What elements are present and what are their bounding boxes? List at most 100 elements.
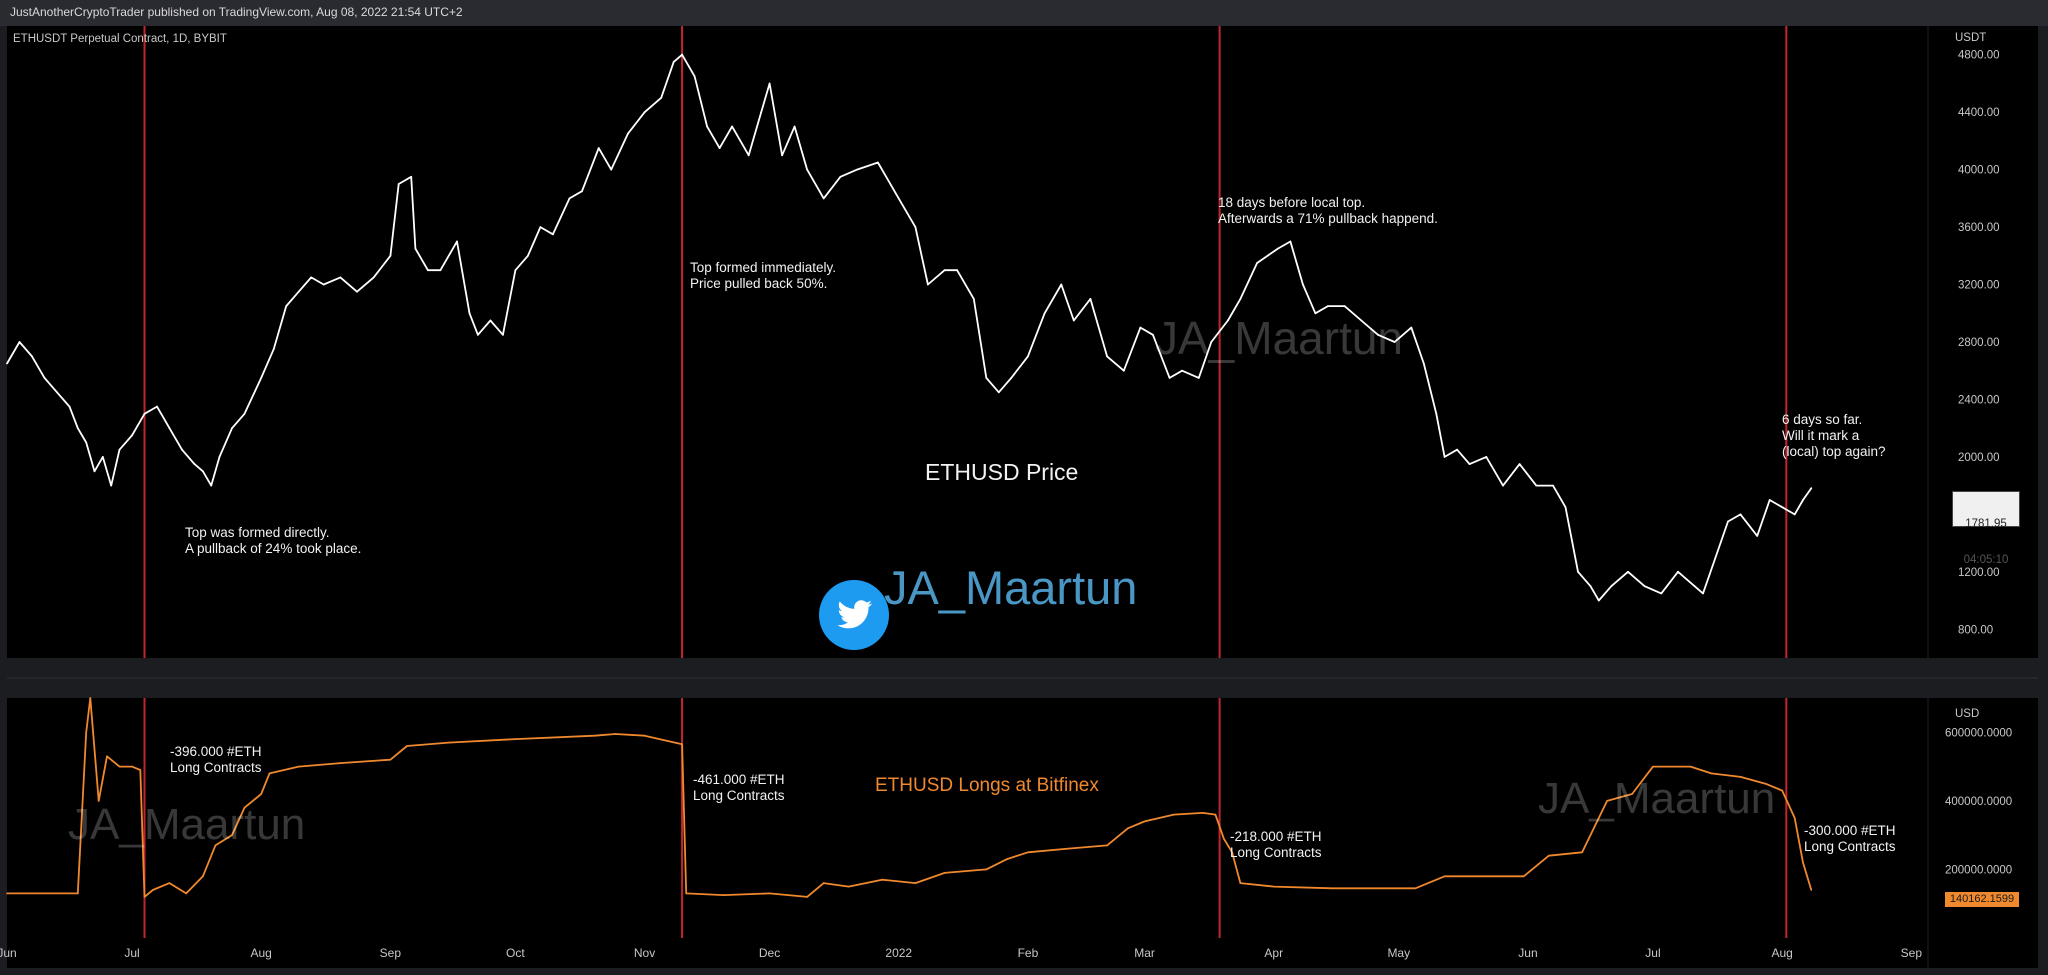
price-data-point <box>43 377 46 379</box>
longs-data-point <box>1531 868 1533 871</box>
longs-data-point <box>406 745 408 747</box>
longs-data-point <box>297 765 300 768</box>
x-tick-label: Oct <box>506 946 525 960</box>
longs-data-point <box>118 765 121 768</box>
price-data-point <box>1239 298 1242 300</box>
x-tick-label: Aug <box>1771 946 1792 960</box>
price-data-point <box>839 175 842 178</box>
longs-data-point <box>1027 851 1029 854</box>
x-tick-label: Jul <box>124 946 139 960</box>
longs-data-point <box>1631 793 1633 795</box>
longs-pane-bg <box>7 698 2038 938</box>
price-data-point <box>456 240 458 243</box>
price-data-point <box>218 456 221 458</box>
price-data-point <box>718 147 721 149</box>
longs-watermark-left: JA_Maartun <box>68 800 306 849</box>
longs-data-point <box>339 762 342 764</box>
longs-data-point <box>447 741 450 744</box>
price-data-point <box>1168 377 1171 379</box>
x-tick-label: Nov <box>634 946 655 960</box>
chart-canvas[interactable]: 800.001200.001600.002000.002400.002800.0… <box>0 26 2048 975</box>
longs-data-point <box>1793 817 1796 819</box>
price-data-point <box>672 61 675 63</box>
price-data-point <box>1060 283 1063 286</box>
longs-ytick-label: 400000.0000 <box>1945 796 2012 808</box>
longs-data-point <box>97 800 100 802</box>
symbol-label: ETHUSDT Perpetual Contract, 1D, BYBIT <box>13 33 227 45</box>
x-tick-label: Jul <box>1645 946 1660 960</box>
longs-annotation-2: -461.000 #ETH Long Contracts <box>693 772 785 803</box>
price-data-point <box>806 168 808 171</box>
price-data-point <box>1793 513 1796 516</box>
price-data-point <box>1181 369 1183 372</box>
price-data-point <box>101 456 104 458</box>
price-data-point <box>681 53 683 56</box>
price-data-point <box>914 226 917 229</box>
price-data-point <box>468 312 471 315</box>
price-data-point <box>156 405 158 408</box>
price-data-point <box>1610 585 1613 588</box>
price-data-point <box>1714 556 1717 559</box>
longs-data-point <box>139 769 142 771</box>
price-data-point <box>660 96 663 99</box>
longs-data-point <box>593 734 596 737</box>
price-ytick-label: 3600.00 <box>1958 222 2000 234</box>
price-data-point <box>414 247 417 250</box>
price-data-point <box>610 168 613 171</box>
longs-data-point <box>1273 885 1275 888</box>
price-data-point <box>747 154 750 157</box>
longs-data-point <box>881 878 883 881</box>
longs-data-point <box>231 834 233 836</box>
last-price-value: 1781.95 <box>1965 518 2007 530</box>
price-data-point <box>1256 262 1258 264</box>
price-annotation-2: Top formed immediately. Price pulled bac… <box>690 260 837 291</box>
longs-data-point <box>1223 837 1225 840</box>
longs-data-point <box>914 882 917 884</box>
longs-data-point <box>1202 812 1204 814</box>
twitter-handle: JA_Maartun <box>884 561 1138 614</box>
price-data-point <box>972 298 975 300</box>
price-data-point <box>897 197 900 200</box>
price-data-point <box>339 276 342 279</box>
longs-data-point <box>260 793 263 795</box>
price-data-point <box>927 283 929 286</box>
price-data-point <box>118 448 121 451</box>
price-data-point <box>181 448 183 451</box>
price-data-point <box>193 463 196 465</box>
price-data-point <box>1756 535 1759 537</box>
price-ytick-label: 2000.00 <box>1958 452 2000 464</box>
price-data-point <box>1810 487 1813 490</box>
price-data-point <box>297 290 300 293</box>
price-data-point <box>1360 319 1363 322</box>
price-data-point <box>410 175 413 178</box>
price-data-point <box>597 147 600 149</box>
longs-data-point <box>89 697 92 699</box>
x-axis-bg <box>7 938 2038 968</box>
price-data-point <box>1435 412 1438 415</box>
longs-data-point <box>1523 875 1525 878</box>
longs-data-point <box>168 882 171 884</box>
price-data-point <box>397 183 400 185</box>
price-data-point <box>1277 247 1279 250</box>
x-tick-label: Jun <box>0 946 17 960</box>
x-tick-label: Jun <box>1518 946 1537 960</box>
longs-data-point <box>1689 765 1692 768</box>
longs-data-point <box>6 892 8 895</box>
longs-data-point <box>1764 782 1767 785</box>
longs-data-point <box>681 743 683 746</box>
longs-data-point <box>152 889 154 891</box>
longs-data-point <box>1581 851 1583 854</box>
chart-frame: 800.001200.001600.002000.002400.002800.0… <box>0 26 2048 975</box>
price-data-point <box>202 470 204 473</box>
price-data-point <box>243 412 246 415</box>
longs-data-point <box>1739 776 1742 778</box>
price-data-point <box>1485 456 1488 458</box>
price-data-point <box>31 355 33 358</box>
price-data-point <box>322 283 325 286</box>
price-data-point <box>985 377 988 379</box>
longs-data-point <box>202 875 204 878</box>
longs-data-point <box>214 844 217 847</box>
price-data-point <box>6 362 8 365</box>
price-data-point <box>1660 592 1663 595</box>
price-data-point <box>1443 456 1446 458</box>
